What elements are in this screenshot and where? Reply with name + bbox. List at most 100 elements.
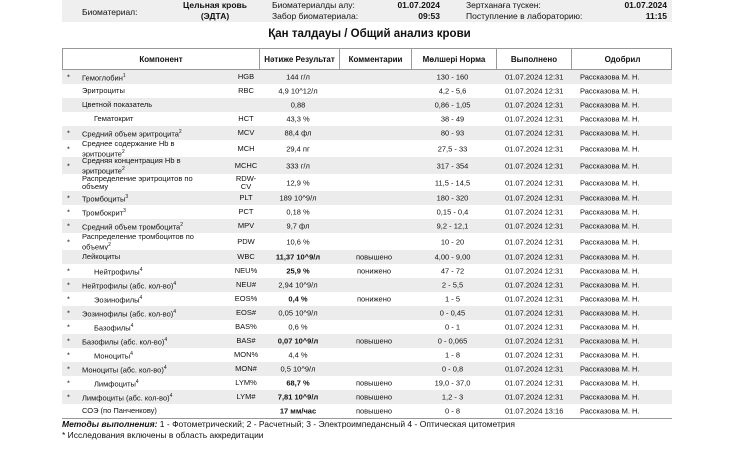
comment: повышено: [355, 336, 393, 346]
code: BAS#: [236, 336, 256, 345]
done: 01.07.2024 12:31: [505, 350, 564, 360]
code: WBC: [237, 252, 255, 261]
approved: Рассказова М. Н.: [580, 336, 640, 346]
value: 01.07.2024: [397, 0, 440, 10]
accreditation-star: *: [67, 308, 70, 318]
norm: 1,2 - 3: [441, 392, 464, 402]
value: Цельная кровь (ЭДТА): [183, 0, 247, 21]
done: 01.07.2024 12:31: [505, 308, 564, 318]
table-row: Эритроциты RBC 4,9 10^12/л 4,2 - 5,6 01.07.2…: [62, 84, 672, 98]
component-name: Эозинофилы (абс. кол-во)4: [82, 308, 232, 319]
method-ref: 1: [122, 72, 126, 79]
label: Забор биоматериала:: [272, 11, 359, 21]
result: 189 10^9/л: [279, 193, 317, 203]
accreditation-star: *: [67, 280, 70, 290]
norm: 0 - 8: [444, 406, 460, 416]
result: 333 г/л: [286, 161, 310, 170]
component-name: Распределение тромбоцитов по объему2: [82, 232, 207, 251]
norm: 2 - 5,5: [441, 280, 464, 290]
table-row: * Базофилы (абс. кол-во)4 BAS# 0,07 10^9/л п…: [62, 334, 672, 348]
name-text: Нейтрофилы: [94, 267, 140, 277]
result: 68,7 %: [286, 378, 310, 388]
done: 01.07.2024 12:31: [505, 294, 564, 304]
table-header: Компонент Нәтиже Результат Комментарии Мөлш…: [62, 48, 672, 70]
result: 0,07 10^9/л: [277, 336, 319, 346]
code: EOS%: [234, 294, 258, 303]
code: MCV: [237, 128, 255, 137]
result: 25,9 %: [286, 266, 310, 276]
done: 01.07.2024 12:31: [505, 364, 564, 374]
done: 01.07.2024 12:31: [505, 86, 564, 96]
done: 01.07.2024 12:31: [505, 100, 564, 110]
name-text: Гематокрит: [94, 114, 134, 123]
code: MCH: [237, 143, 255, 153]
component-name: Базофилы (абс. кол-во)4: [82, 336, 232, 347]
accreditation-star: *: [67, 350, 70, 360]
code: EOS#: [235, 308, 256, 317]
comment: понижено: [356, 266, 392, 276]
column-header: Мөлшері Норма: [411, 49, 496, 69]
approved: Рассказова М. Н.: [580, 406, 640, 416]
accreditation-star: *: [67, 72, 70, 82]
column-header: Комментарии: [339, 49, 411, 69]
result: 0,18 %: [286, 207, 310, 217]
accreditation-star: *: [67, 378, 70, 388]
approved: Рассказова М. Н.: [580, 114, 640, 124]
norm: 0 - 0,8: [441, 364, 464, 374]
code: NEU%: [234, 266, 258, 275]
result: 11,37 10^9/л: [275, 252, 321, 262]
norm: 1 - 8: [444, 350, 460, 360]
done: 01.07.2024 12:31: [505, 193, 564, 203]
done: 01.07.2024 12:31: [505, 237, 564, 246]
accreditation-star: *: [67, 266, 70, 276]
name-text: СОЭ (по Панченкову): [82, 406, 157, 415]
column-header-text: Выполнено: [510, 54, 558, 64]
label: Биоматериалды алу:: [272, 0, 355, 10]
accreditation-star: *: [67, 161, 70, 170]
approved: Рассказова М. Н.: [580, 161, 640, 170]
component-name: Средний объем эритроцита2: [82, 128, 232, 139]
component-name: Моноциты (абс. кол-во)4: [82, 364, 232, 375]
approved: Рассказова М. Н.: [580, 350, 640, 360]
code: NEU#: [235, 280, 256, 289]
approved: Рассказова М. Н.: [580, 280, 640, 290]
accreditation-star: *: [67, 128, 70, 138]
done: 01.07.2024 12:31: [505, 72, 564, 82]
name-text: Эритроциты: [82, 86, 125, 95]
name-text: Лейкоциты: [82, 252, 121, 261]
done: 01.07.2024 12:31: [505, 128, 564, 138]
norm: 130 - 160: [436, 72, 469, 82]
component-name: Нейтрофилы (абс. кол-во)4: [82, 280, 232, 291]
column-header-text: Компонент: [139, 54, 183, 64]
header-box: [62, 0, 672, 22]
component-name: Лейкоциты: [82, 253, 232, 261]
approved: Рассказова М. Н.: [580, 266, 640, 276]
code: PCT: [238, 207, 254, 216]
method-ref: 4: [169, 392, 173, 399]
norm: 317 - 354: [436, 161, 469, 170]
table-row: * Нейтрофилы4 NEU% 25,9 % понижено 47 - 72 01.…: [62, 264, 672, 278]
done: 01.07.2024 12:31: [505, 252, 564, 262]
method-ref: 2: [178, 128, 182, 135]
approved: Рассказова М. Н.: [580, 207, 640, 217]
name-text: Тромбокрит: [82, 208, 124, 218]
table-row: * Средний объем эритроцита2 MCV 88,4 фл 80 -…: [62, 126, 672, 140]
accreditation-star: *: [67, 364, 70, 374]
result: 43,3 %: [286, 114, 310, 124]
column-header: Выполнено: [496, 49, 571, 69]
approved: Рассказова М. Н.: [580, 252, 640, 262]
code: MCHC: [234, 160, 258, 170]
value: 09:53: [418, 11, 440, 21]
name-text: Распределение тромбоцитов по объему: [82, 231, 194, 251]
column-header-text: Комментарии: [348, 54, 403, 64]
table-row: * Средняя концентрация Hb в эритроците2 MC…: [62, 156, 672, 174]
comment: повышено: [355, 392, 393, 402]
result: 0,88: [290, 100, 306, 110]
method-ref: 4: [164, 336, 168, 343]
accreditation-star: *: [67, 294, 70, 304]
result: 4,9 10^12/л: [278, 86, 318, 96]
approved: Рассказова М. Н.: [580, 221, 640, 231]
result: 4,4 %: [288, 350, 308, 360]
name-text: Базофилы (абс. кол-во): [82, 337, 165, 347]
result: 10,6 %: [286, 237, 310, 246]
